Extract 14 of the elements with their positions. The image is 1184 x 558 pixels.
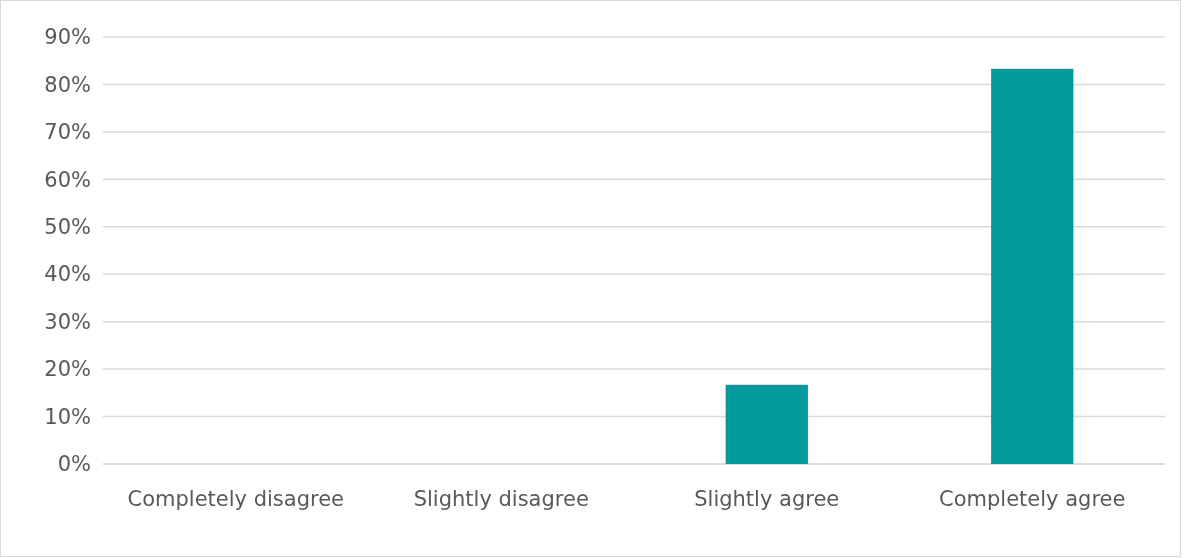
y-tick-label: 80% (44, 72, 91, 97)
y-tick-label: 0% (57, 452, 91, 477)
x-tick-label: Completely disagree (127, 487, 344, 511)
y-tick-label: 50% (44, 215, 91, 239)
y-tick-label: 90% (44, 25, 91, 50)
y-tick-label: 40% (44, 262, 91, 287)
y-tick-label: 70% (44, 120, 91, 145)
x-tick-label: Completely agree (939, 487, 1126, 511)
y-tick-label: 60% (44, 167, 91, 192)
x-tick-label: Slightly disagree (413, 487, 589, 511)
x-tick-label: Slightly agree (694, 487, 840, 511)
y-tick-label: 30% (44, 309, 91, 334)
y-tick-label: 20% (44, 357, 91, 382)
y-tick-label: 10% (44, 404, 91, 429)
